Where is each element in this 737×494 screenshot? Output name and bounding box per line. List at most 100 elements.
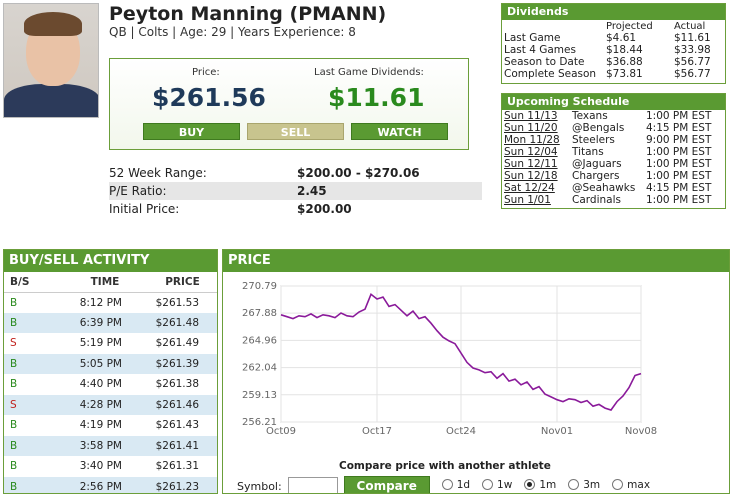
radio-icon[interactable] [441, 479, 453, 491]
activity-price: $261.23 [148, 476, 217, 493]
activity-bs: B [10, 296, 18, 309]
schedule-time: 1:00 PM EST [646, 146, 712, 158]
activity-time: 4:28 PM [62, 394, 148, 415]
schedule-opponent: Titans [572, 146, 604, 158]
activity-price: $261.31 [155, 460, 199, 473]
schedule-time: 1:00 PM EST [646, 194, 712, 206]
activity-panel: BUY/SELL ACTIVITY B/S TIME PRICE B 8:12 P… [3, 249, 218, 494]
schedule-opponent: @Bengals [572, 122, 625, 134]
range-label: 1m [539, 478, 557, 491]
price-chart: 270.79 267.88 264.96 262.04 259.13 256.21Oct0… [242, 281, 657, 437]
activity-row: S 5:19 PM $261.49 [4, 333, 217, 354]
activity-row: S 4:28 PM $261.46 [4, 394, 217, 415]
schedule-date-link[interactable]: Sun 1/01 [504, 194, 551, 206]
compare-row: Symbol: Compare 1d 1w 1m 3m max [237, 476, 650, 493]
stat-value: $200.00 - $270.06 [297, 166, 420, 180]
stat-row: 52 Week Range: $200.00 - $270.06 [109, 164, 482, 182]
x-tick-label: Nov08 [625, 426, 657, 437]
dividend-projected: $36.88 [606, 56, 643, 68]
symbol-input[interactable] [287, 476, 338, 493]
activity-bs: B [10, 419, 18, 432]
schedule-row: Sun 12/11 @Jaguars 1:00 PM EST [502, 158, 725, 170]
activity-header-bs: B/S [4, 272, 62, 293]
symbol-label: Symbol: [237, 479, 282, 493]
stat-value: $200.00 [297, 202, 352, 216]
activity-price: $261.39 [148, 353, 217, 374]
player-photo [3, 3, 99, 118]
activity-time: 3:40 PM [79, 460, 122, 473]
activity-price: $261.48 [148, 312, 217, 333]
schedule-date-link[interactable]: Sun 12/04 [504, 146, 558, 158]
schedule-date-link[interactable]: Mon 11/28 [504, 134, 560, 146]
dividend-label: Last 4 Games [504, 44, 576, 56]
radio-icon[interactable] [612, 479, 624, 491]
activity-price: $261.38 [155, 378, 199, 391]
schedule-date-link[interactable]: Sat 12/24 [504, 182, 555, 194]
stat-label: Initial Price: [109, 202, 180, 216]
activity-row: B 4:40 PM $261.38 [4, 374, 217, 395]
dividend-actual: $56.77 [674, 68, 711, 80]
watch-button[interactable]: WATCH [351, 123, 448, 140]
x-tick-label: Nov01 [541, 426, 573, 437]
player-meta: QB | Colts | Age: 29 | Years Experience:… [109, 25, 356, 39]
schedule-time: 9:00 PM EST [646, 134, 712, 146]
range-label: 3m [583, 478, 601, 491]
photo-hair [24, 12, 82, 36]
dividend-actual: $56.77 [674, 56, 711, 68]
activity-bs: B [4, 476, 62, 493]
schedule-row: Sun 1/01 Cardinals 1:00 PM EST [502, 194, 725, 206]
y-tick-label: 270.79 [242, 281, 277, 292]
schedule-date-link[interactable]: Sun 12/11 [504, 158, 558, 170]
activity-time: 4:40 PM [79, 378, 122, 391]
schedule-opponent: @Jaguars [572, 158, 622, 170]
price-box: Price: Last Game Dividends: $261.56 $11.… [109, 58, 469, 150]
schedule-opponent: Texans [572, 110, 608, 122]
dividend-value: $11.61 [328, 83, 425, 112]
stat-label: 52 Week Range: [109, 166, 207, 180]
radio-icon[interactable] [482, 479, 494, 491]
schedule-date-link[interactable]: Sun 12/18 [504, 170, 558, 182]
range-options: 1d 1w 1m 3m max [430, 479, 650, 493]
schedule-row: Sun 11/20 @Bengals 4:15 PM EST [502, 122, 725, 134]
schedule-date-link[interactable]: Sun 11/13 [504, 110, 558, 122]
range-label: 1w [497, 478, 513, 491]
schedule-time: 1:00 PM EST [646, 158, 712, 170]
stat-label: P/E Ratio: [109, 184, 167, 198]
activity-time: 5:19 PM [79, 337, 122, 350]
schedule-opponent: @Seahawks [572, 182, 636, 194]
schedule-panel: Upcoming Schedule Sun 11/13 Texans 1:00 PM… [501, 93, 726, 209]
range-option-1w[interactable]: 1w [482, 479, 512, 491]
activity-bs: B [10, 460, 18, 473]
dividends-panel: Dividends Projected Actual Last Game $4.6… [501, 3, 726, 84]
radio-icon[interactable] [524, 479, 536, 491]
activity-time: 6:39 PM [62, 312, 148, 333]
y-tick-label: 259.13 [242, 390, 277, 401]
activity-time: 5:05 PM [62, 353, 148, 374]
photo-shirt [4, 84, 98, 117]
dividends-table: Projected Actual Last Game $4.61 $11.61 Las… [502, 20, 725, 81]
sell-button[interactable]: SELL [247, 123, 344, 140]
activity-table: B/S TIME PRICE B 8:12 PM $261.53 B 6:39 PM $2… [4, 272, 217, 493]
schedule-time: 1:00 PM EST [646, 110, 712, 122]
stat-value: 2.45 [297, 184, 327, 198]
activity-time: 4:19 PM [79, 419, 122, 432]
activity-row: B 6:39 PM $261.48 [4, 312, 217, 333]
schedule-time: 1:00 PM EST [646, 170, 712, 182]
buy-button[interactable]: BUY [143, 123, 240, 140]
activity-bs: B [10, 378, 18, 391]
range-option-1d[interactable]: 1d [441, 479, 470, 491]
range-option-1m[interactable]: 1m [524, 479, 556, 491]
range-option-3m[interactable]: 3m [568, 479, 600, 491]
range-option-max[interactable]: max [612, 479, 650, 491]
compare-button[interactable]: Compare [343, 476, 430, 493]
schedule-row: Sun 11/13 Texans 1:00 PM EST [502, 110, 725, 122]
activity-row: B 8:12 PM $261.53 [4, 292, 217, 313]
schedule-row: Sat 12/24 @Seahawks 4:15 PM EST [502, 182, 725, 194]
schedule-date-link[interactable]: Sun 11/20 [504, 122, 558, 134]
dividend-row: Last 4 Games $18.44 $33.98 [502, 44, 725, 56]
activity-price: $261.53 [155, 296, 199, 309]
radio-icon[interactable] [568, 479, 580, 491]
dividends-col-projected: Projected [606, 20, 653, 32]
dividend-row: Complete Season $73.81 $56.77 [502, 68, 725, 80]
dividend-row: Last Game $4.61 $11.61 [502, 32, 725, 44]
